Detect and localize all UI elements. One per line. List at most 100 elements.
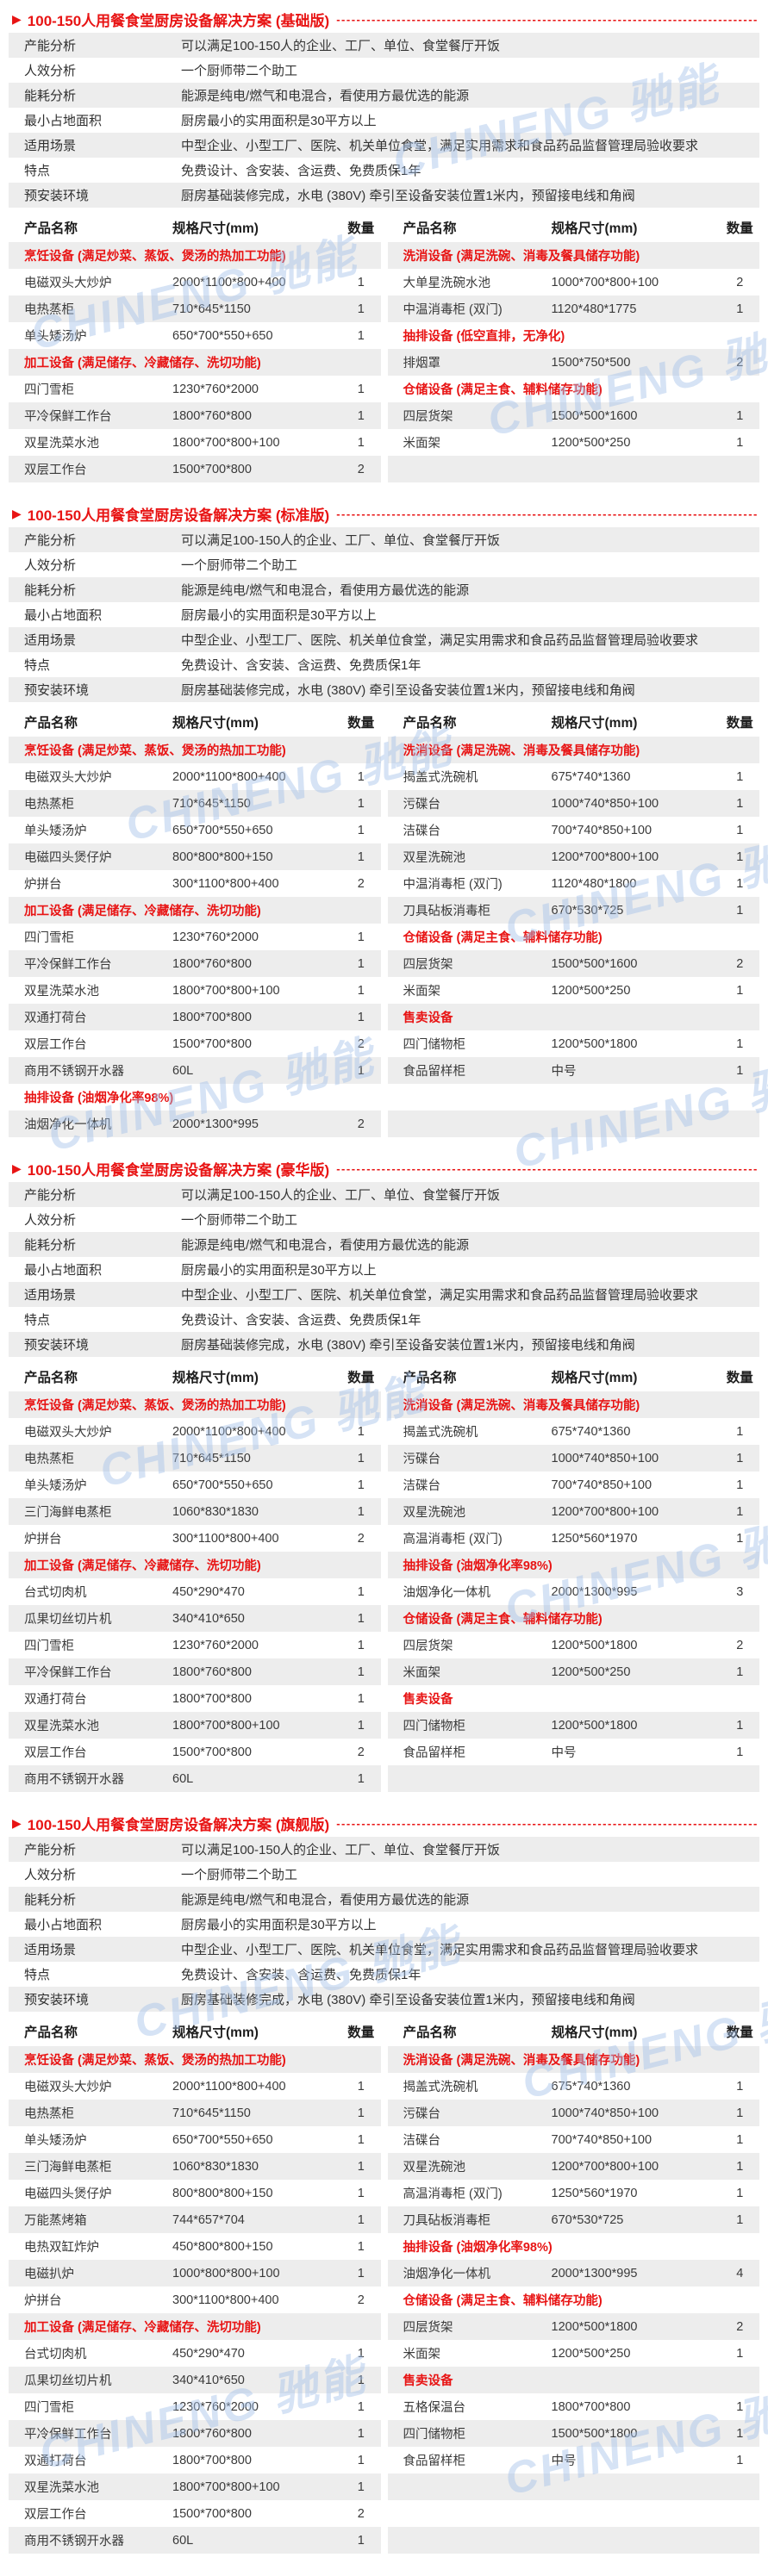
category-label: 洗消设备 (满足洗碗、消毒及餐具储存功能) <box>403 250 640 264</box>
product-row-half-left: 单头矮汤炉 650*700*550+650 1 <box>9 1472 381 1498</box>
product-name: 双层工作台 <box>24 464 87 477</box>
table-header: 产品名称 规格尺寸(mm) 数量 产品名称 规格尺寸(mm) 数量 <box>9 213 759 242</box>
info-value: 厨房最小的实用面积是30平方以上 <box>181 114 377 128</box>
product-row-half-right: 四门储物柜 1200*500*1800 1 <box>388 1030 760 1057</box>
product-qty: 1 <box>357 382 365 396</box>
product-qty: 1 <box>736 2132 744 2147</box>
product-qty: 1 <box>736 903 744 918</box>
product-qty: 1 <box>357 2453 365 2467</box>
info-value: 厨房最小的实用面积是30平方以上 <box>181 1918 377 1932</box>
product-row-half-left: 四门雪柜 1230*760*2000 1 <box>9 2393 381 2420</box>
product-spec: 1800*700*800 <box>172 1691 252 1706</box>
product-spec: 1000*740*850+100 <box>551 2106 659 2120</box>
column-header-spec: 规格尺寸(mm) <box>551 221 638 236</box>
product-name: 炉拼台 <box>24 2294 62 2308</box>
product-name: 商用不锈钢开水器 <box>24 1065 124 1079</box>
category-label: 加工设备 (满足储存、冷藏储存、洗切功能) <box>24 2321 261 2335</box>
product-qty: 2 <box>357 1745 365 1759</box>
product-name: 四门储物柜 <box>403 1720 466 1733</box>
product-row-half-right: 抽排设备 (油烟净化率98%) <box>388 2233 760 2260</box>
info-label: 人效分析 <box>24 1868 77 1882</box>
title-dashes: ----------------------------------------… <box>336 1816 758 1830</box>
product-row: 电热双缸炸炉 450*800*800+150 1 抽排设备 (油烟净化率98%) <box>9 2233 759 2260</box>
info-row: 最小占地面积 厨房最小的实用面积是30平方以上 <box>9 1912 759 1937</box>
table-header-half-right: 产品名称 规格尺寸(mm) 数量 <box>388 1367 760 1386</box>
info-row: 适用场景 中型企业、小型工厂、医院、机关单位食堂，满足实用需求和食品药品监督管理局… <box>9 627 759 652</box>
product-row: 商用不锈钢开水器 60L 1 食品留样柜 中号 1 <box>9 1057 759 1084</box>
product-row-half-right: 四层货架 1200*500*1800 2 <box>387 2313 759 2340</box>
product-name: 四层货架 <box>403 2321 453 2335</box>
table-header: 产品名称 规格尺寸(mm) 数量 产品名称 规格尺寸(mm) 数量 <box>9 707 759 737</box>
product-spec: 1500*700*800 <box>172 1036 252 1051</box>
product-name: 双星洗碗池 <box>403 2161 466 2175</box>
play-arrow-icon: ▶ <box>12 1815 22 1830</box>
category-label: 加工设备 (满足储存、冷藏储存、洗切功能) <box>24 357 261 370</box>
product-row-half-left: 瓜果切丝切片机 340*410*650 1 <box>9 1605 381 1632</box>
product-row: 电磁四头煲仔炉 800*800*800+150 1 高温消毒柜 (双门) 1250*56… <box>9 2180 759 2206</box>
product-spec: 1060*830*1830 <box>172 1504 259 1519</box>
product-row-half-right: 油烟净化一体机 2000*1300*995 3 <box>388 1578 760 1605</box>
info-label: 适用场景 <box>24 633 77 648</box>
info-label: 最小占地面积 <box>24 1918 103 1932</box>
product-spec: 60L <box>172 1771 194 1786</box>
product-row: 加工设备 (满足储存、冷藏储存、洗切功能) 抽排设备 (油烟净化率98%) <box>9 1552 759 1578</box>
product-row-half-left: 平冷保鲜工作台 1800*760*800 1 <box>9 2420 381 2447</box>
product-name: 炉拼台 <box>24 878 62 892</box>
product-spec: 1200*500*250 <box>551 2346 631 2361</box>
category-label: 仓储设备 (满足主食、辅料储存功能) <box>403 2294 603 2308</box>
product-spec: 1500*700*800 <box>172 1745 252 1759</box>
info-label: 特点 <box>24 1313 51 1328</box>
product-name: 双星洗菜水池 <box>24 1720 99 1733</box>
product-row-half-right: 米面架 1200*500*250 1 <box>388 977 760 1004</box>
product-row-half-left: 加工设备 (满足储存、冷藏储存、洗切功能) <box>9 2313 381 2340</box>
product-row-half-right: 洗消设备 (满足洗碗、消毒及餐具储存功能) <box>387 1391 759 1418</box>
table-header-half-left: 产品名称 规格尺寸(mm) 数量 <box>9 712 381 731</box>
section-title: ▶ 100-150人用餐食堂厨房设备解决方案 (豪华版) -------------… <box>9 1154 759 1182</box>
product-row: 单头矮汤炉 650*700*550+650 1 抽排设备 (低空直排，无净化) <box>9 322 759 349</box>
product-row-half-right: 双星洗碗池 1200*700*800+100 1 <box>387 2153 759 2180</box>
product-qty: 2 <box>357 1117 365 1131</box>
product-name: 米面架 <box>403 437 441 451</box>
column-header-qty: 数量 <box>726 1371 753 1385</box>
product-spec: 1800*760*800 <box>172 2426 252 2441</box>
product-qty: 1 <box>736 876 744 891</box>
info-label: 人效分析 <box>24 1213 77 1228</box>
product-name: 洁碟台 <box>403 1479 441 1493</box>
product-row-half-right <box>387 1765 759 1792</box>
product-spec: 450*800*800+150 <box>172 2239 273 2254</box>
info-row: 预安装环境 厨房基础装修完成，水电 (380V) 牵引至设备安装位置1米内，预留接… <box>9 1987 759 2012</box>
info-value: 厨房最小的实用面积是30平方以上 <box>181 608 377 623</box>
product-name: 污碟台 <box>403 1453 441 1466</box>
product-row: 抽排设备 (油烟净化率98%) <box>9 1084 759 1111</box>
column-header-spec: 规格尺寸(mm) <box>551 716 638 731</box>
product-name: 食品留样柜 <box>403 2455 466 2468</box>
product-spec: 1800*700*800+100 <box>172 435 280 450</box>
product-spec: 300*1100*800+400 <box>172 2293 279 2307</box>
product-row-half-left: 商用不锈钢开水器 60L 1 <box>9 1057 381 1084</box>
section-title-text: 100-150人用餐食堂厨房设备解决方案 (旗舰版) <box>27 1816 330 1833</box>
product-row: 双星洗菜水池 1800*700*800+100 1 <box>9 2473 759 2500</box>
category-label: 抽排设备 (油烟净化率98%) <box>403 1559 553 1573</box>
info-value: 厨房最小的实用面积是30平方以上 <box>181 1263 377 1278</box>
product-qty: 1 <box>736 408 744 423</box>
product-row-half-right: 米面架 1200*500*250 1 <box>387 1658 759 1685</box>
product-spec: 1230*760*2000 <box>172 2399 259 2414</box>
product-spec: 2000*1100*800+400 <box>172 1424 286 1439</box>
product-qty: 1 <box>357 2346 365 2361</box>
product-row: 四门雪柜 1230*760*2000 1 仓储设备 (满足主食、辅料储存功能) <box>9 924 759 950</box>
product-qty: 1 <box>357 956 365 971</box>
product-row-half-left: 炉拼台 300*1100*800+400 2 <box>9 870 381 897</box>
product-name: 双通打荷台 <box>24 2455 87 2468</box>
product-spec: 700*740*850+100 <box>551 2132 652 2147</box>
product-spec: 675*740*1360 <box>551 769 631 784</box>
product-row-half-left: 烹饪设备 (满足炒菜、蒸饭、煲汤的热加工功能) <box>9 242 381 269</box>
table-header-half-left: 产品名称 规格尺寸(mm) 数量 <box>9 218 381 237</box>
info-row: 特点 免费设计、含安装、含运费、免费质保1年 <box>9 158 759 183</box>
table-header-half-left: 产品名称 规格尺寸(mm) 数量 <box>9 2022 381 2041</box>
category-label: 加工设备 (满足储存、冷藏储存、洗切功能) <box>24 1559 261 1573</box>
info-label: 产能分析 <box>24 1188 77 1203</box>
product-qty: 2 <box>736 355 744 370</box>
column-header-qty: 数量 <box>726 221 753 236</box>
category-label: 洗消设备 (满足洗碗、消毒及餐具储存功能) <box>403 2054 640 2068</box>
product-row-half-left: 双通打荷台 1800*700*800 1 <box>9 1004 381 1030</box>
